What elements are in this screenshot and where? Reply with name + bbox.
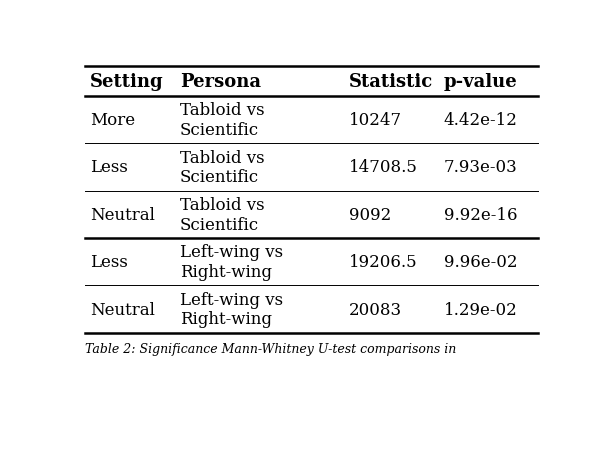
- Text: 20083: 20083: [349, 301, 402, 318]
- Text: More: More: [90, 112, 135, 129]
- Text: 14708.5: 14708.5: [349, 159, 418, 176]
- Text: 9.96e-02: 9.96e-02: [444, 254, 517, 271]
- Text: Less: Less: [90, 159, 128, 176]
- Text: 4.42e-12: 4.42e-12: [444, 112, 517, 129]
- Text: 9092: 9092: [349, 207, 392, 223]
- Text: Neutral: Neutral: [90, 301, 155, 318]
- Text: p-value: p-value: [444, 73, 517, 91]
- Text: Tabloid vs
Scientific: Tabloid vs Scientific: [180, 149, 264, 186]
- Text: Left-wing vs
Right-wing: Left-wing vs Right-wing: [180, 244, 283, 280]
- Text: 9.92e-16: 9.92e-16: [444, 207, 517, 223]
- Text: Persona: Persona: [180, 73, 261, 91]
- Text: Statistic: Statistic: [349, 73, 434, 91]
- Text: Tabloid vs
Scientific: Tabloid vs Scientific: [180, 197, 264, 233]
- Text: 19206.5: 19206.5: [349, 254, 418, 271]
- Text: Neutral: Neutral: [90, 207, 155, 223]
- Text: Less: Less: [90, 254, 128, 271]
- Text: Tabloid vs
Scientific: Tabloid vs Scientific: [180, 102, 264, 139]
- Text: 10247: 10247: [349, 112, 402, 129]
- Text: Table 2: Significance Mann-Whitney U-test comparisons in: Table 2: Significance Mann-Whitney U-tes…: [85, 342, 457, 355]
- Text: 7.93e-03: 7.93e-03: [444, 159, 517, 176]
- Text: Left-wing vs
Right-wing: Left-wing vs Right-wing: [180, 291, 283, 328]
- Text: 1.29e-02: 1.29e-02: [444, 301, 517, 318]
- Text: Setting: Setting: [90, 73, 164, 91]
